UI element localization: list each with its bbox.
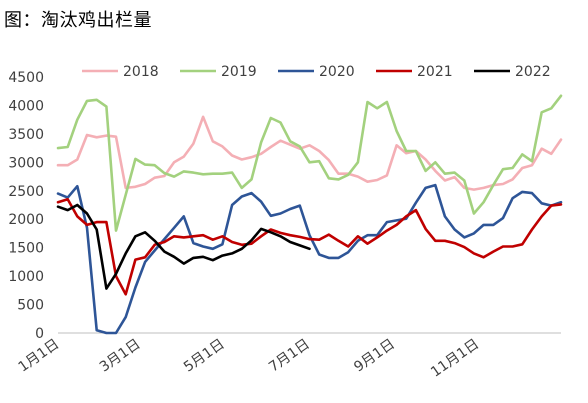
y-tick-label: 1000 (8, 269, 44, 285)
series-line-2019 (56, 94, 563, 232)
legend-label-2020: 2020 (319, 64, 355, 80)
y-tick-label: 2000 (8, 212, 44, 228)
legend-label-2022: 2022 (515, 64, 551, 80)
series-line-2018 (56, 115, 563, 191)
y-tick-label: 0 (35, 326, 44, 342)
series-line-2021 (56, 198, 563, 296)
x-tick-label: 1月1日 (16, 336, 63, 375)
series-line-2020 (56, 183, 563, 335)
x-tick-label: 5月1日 (181, 336, 228, 375)
y-tick-label: 4000 (8, 98, 44, 114)
legend-label-2021: 2021 (417, 64, 453, 80)
x-tick-label: 3月1日 (97, 336, 144, 375)
y-tick-label: 500 (17, 298, 44, 314)
y-tick-label: 1500 (8, 241, 44, 257)
x-axis: 1月1日 3月1日 5月1日 7月1日 9月1日 11月1日 (16, 332, 561, 381)
y-tick-label: 4500 (8, 70, 44, 86)
x-tick-label: 9月1日 (351, 336, 398, 375)
x-tick-label: 7月1日 (266, 336, 313, 375)
series-line-2022 (56, 203, 311, 290)
legend-label-2018: 2018 (123, 64, 159, 80)
series-layer (56, 94, 563, 335)
y-tick-label: 3500 (8, 127, 44, 143)
x-tick-label: 11月1日 (428, 336, 482, 381)
y-axis: 0 500 1000 1500 2000 2500 3000 3500 4000 4500 (8, 70, 44, 342)
legend: 2018 2019 2020 2021 2022 (82, 64, 551, 80)
y-tick-label: 2500 (8, 184, 44, 200)
y-tick-label: 3000 (8, 155, 44, 171)
chart-title: 图：淘汰鸡出栏量 (4, 10, 152, 31)
legend-label-2019: 2019 (221, 64, 257, 80)
